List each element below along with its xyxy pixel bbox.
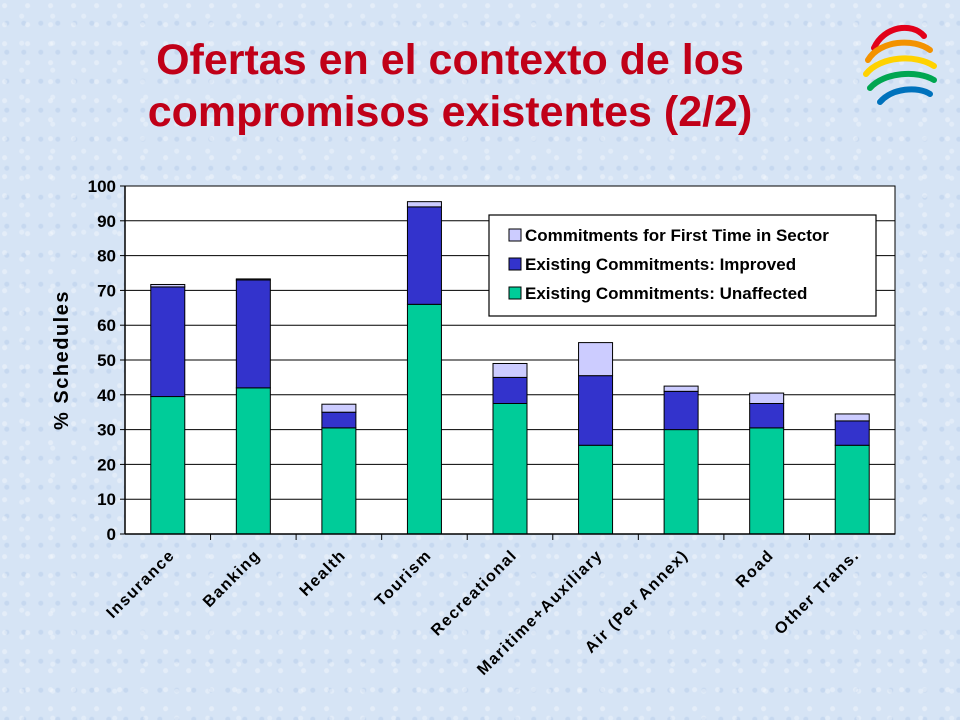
bar-segment bbox=[406, 206, 442, 305]
bar-segment bbox=[749, 403, 785, 429]
x-tick-label: Health bbox=[297, 547, 350, 600]
x-tick-label: Tourism bbox=[372, 547, 435, 610]
y-tick-label: 10 bbox=[97, 490, 116, 509]
y-tick-label: 90 bbox=[97, 212, 116, 231]
slide-title: Ofertas en el contexto de los compromiso… bbox=[40, 34, 860, 138]
bar-segment bbox=[834, 413, 870, 422]
bar-segment bbox=[492, 403, 528, 535]
bar-segment bbox=[321, 411, 357, 429]
y-tick-label: 60 bbox=[97, 316, 116, 335]
bar-segment bbox=[492, 362, 528, 378]
y-tick-label: 20 bbox=[97, 455, 116, 474]
bar-segment bbox=[578, 444, 614, 535]
bar-segment bbox=[749, 427, 785, 535]
bar-segment bbox=[235, 279, 271, 389]
legend-label: Commitments for First Time in Sector bbox=[525, 226, 829, 245]
wto-logo-icon bbox=[863, 25, 937, 105]
y-tick-label: 50 bbox=[97, 351, 116, 370]
y-tick-label: 80 bbox=[97, 247, 116, 266]
legend-swatch bbox=[508, 286, 522, 300]
y-tick-label: 30 bbox=[97, 421, 116, 440]
bar-segment bbox=[749, 392, 785, 404]
legend-box bbox=[488, 214, 877, 317]
legend-swatch bbox=[508, 228, 522, 242]
bar-segment bbox=[834, 420, 870, 446]
bar-segment bbox=[492, 376, 528, 404]
y-tick-label: 0 bbox=[107, 525, 116, 544]
plot-border bbox=[124, 185, 896, 535]
x-tick-label: Road bbox=[733, 547, 778, 592]
bar-segment bbox=[578, 342, 614, 377]
legend-label: Existing Commitments: Improved bbox=[525, 255, 796, 274]
bar-segment bbox=[663, 390, 699, 431]
y-tick-label: 100 bbox=[88, 177, 116, 196]
bar-segment bbox=[663, 429, 699, 535]
legend-swatch bbox=[508, 257, 522, 271]
bar-segment bbox=[321, 427, 357, 535]
bar-segment bbox=[150, 396, 186, 535]
x-tick-label: Banking bbox=[200, 547, 264, 611]
y-tick-label: 70 bbox=[97, 281, 116, 300]
bar-segment bbox=[150, 283, 186, 288]
bar-segment bbox=[663, 385, 699, 392]
bar-segment bbox=[235, 387, 271, 535]
bars bbox=[150, 201, 870, 535]
legend: Commitments for First Time in Sector Exis… bbox=[488, 214, 877, 317]
bar-segment bbox=[321, 403, 357, 413]
bar-segment bbox=[406, 201, 442, 208]
x-tick-label: Other Trans. bbox=[772, 547, 863, 638]
bar-segment bbox=[150, 286, 186, 398]
x-tick-label: Recreational bbox=[428, 547, 521, 640]
bar-segment bbox=[834, 444, 870, 535]
slide-title-line-2: compromisos existentes (2/2) bbox=[147, 88, 753, 136]
legend-label: Existing Commitments: Unaffected bbox=[525, 284, 807, 303]
y-tick-label: 40 bbox=[97, 386, 116, 405]
bar-segment bbox=[406, 303, 442, 535]
bar-segment bbox=[578, 375, 614, 446]
y-axis-label: % Schedules bbox=[51, 290, 73, 430]
axes bbox=[120, 185, 896, 540]
x-tick-label: Insurance bbox=[104, 547, 179, 622]
slide-title-line-1: Ofertas en el contexto de los bbox=[156, 36, 744, 84]
bar-segment bbox=[235, 278, 271, 281]
